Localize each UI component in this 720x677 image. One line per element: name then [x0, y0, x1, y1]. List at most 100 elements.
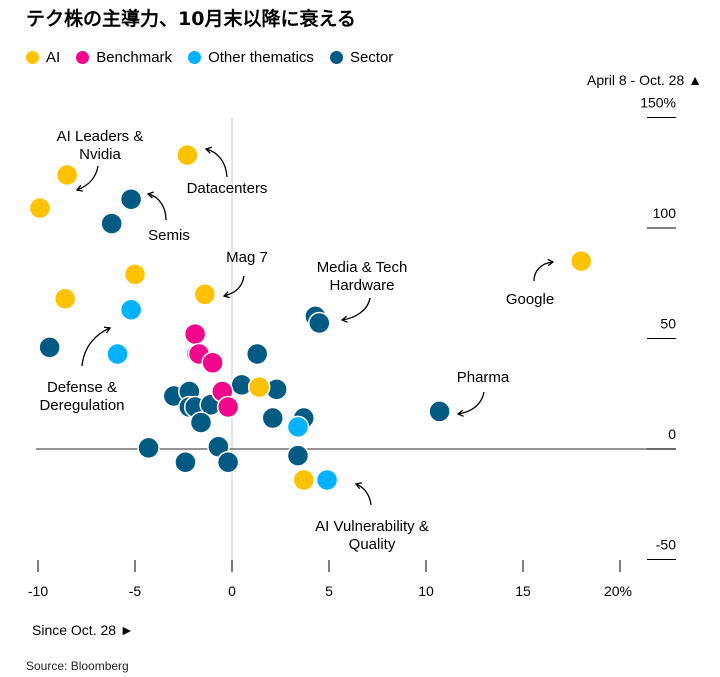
- legend-item-ai: AI: [26, 49, 60, 66]
- legend-swatch-benchmark: [76, 51, 90, 64]
- data-point: [245, 342, 269, 366]
- annotation-label: Quality: [349, 536, 396, 553]
- series-ai: [28, 143, 593, 492]
- legend-label: AI: [46, 49, 61, 66]
- arrowhead-icon: [354, 482, 363, 490]
- data-point: [428, 400, 451, 423]
- annotation-arrow: [355, 483, 372, 506]
- x-axis-label: Since Oct. 28 ►: [32, 622, 134, 638]
- x-tick-label: -5: [129, 583, 142, 599]
- data-point: [216, 451, 240, 474]
- data-point: [123, 263, 147, 286]
- data-point: [176, 143, 199, 167]
- annotation-label: Semis: [148, 227, 190, 244]
- data-point: [247, 375, 271, 399]
- x-tick-label: 10: [418, 583, 434, 599]
- legend-swatch-other-thematics: [188, 51, 202, 64]
- y-tick-label: -50: [656, 537, 676, 553]
- annotation: Datacenters: [187, 146, 268, 197]
- x-tick-label: 0: [228, 583, 236, 599]
- arrowhead-icon: [146, 191, 154, 199]
- x-tick-label: 5: [325, 583, 333, 599]
- series-sector: [38, 188, 451, 474]
- x-tick-label: 20%: [604, 583, 632, 599]
- annotation: Semis: [146, 191, 190, 244]
- annotation-arrow: [533, 261, 554, 282]
- data-point: [308, 311, 331, 335]
- annotation: Google: [506, 258, 555, 308]
- legend-label: Benchmark: [96, 49, 173, 66]
- annotation-label: Datacenters: [187, 180, 268, 197]
- data-point: [201, 351, 224, 375]
- series-benchmark: [183, 322, 240, 419]
- data-point: [286, 444, 310, 467]
- data-point: [119, 188, 143, 211]
- annotation-label: Pharma: [457, 369, 510, 386]
- data-point: [38, 336, 61, 359]
- data-point: [216, 395, 240, 419]
- data-point: [53, 287, 77, 310]
- annotation: Mag 7: [222, 249, 268, 299]
- annotation-arrow: [223, 275, 245, 297]
- y-tick-label: 150%: [640, 95, 676, 111]
- data-point: [174, 451, 197, 474]
- legend-label: Other thematics: [208, 49, 314, 66]
- data-point: [292, 468, 316, 492]
- annotation: AI Vulnerability &Quality: [315, 482, 429, 553]
- annotation: AI Leaders &Nvidia: [57, 128, 144, 192]
- chart-title: テク株の主導力、10月末以降に衰える: [26, 8, 356, 30]
- data-point: [106, 342, 129, 366]
- y-tick-label: 0: [668, 426, 676, 442]
- legend: AI Benchmark Other thematics Sector: [26, 49, 393, 66]
- data-point: [137, 436, 160, 460]
- annotation-label: Defense &: [47, 379, 117, 396]
- annotation-label: Nvidia: [79, 146, 121, 163]
- arrowhead-icon: [75, 184, 84, 192]
- annotation-label: Hardware: [329, 277, 394, 294]
- arrowhead-icon: [547, 258, 555, 267]
- source-note: Source: Bloomberg: [26, 659, 129, 673]
- legend-item-benchmark: Benchmark: [76, 49, 172, 66]
- data-point: [286, 415, 310, 439]
- annotation: Pharma: [456, 369, 510, 417]
- x-tick-label: 15: [515, 583, 531, 599]
- annotation-arrow: [76, 165, 99, 191]
- data-point: [315, 468, 339, 492]
- arrowhead-icon: [204, 146, 212, 154]
- arrowhead-icon: [340, 315, 348, 323]
- arrowhead-icon: [456, 409, 464, 417]
- y-tick-label: 50: [660, 316, 676, 332]
- x-tick-label: -10: [28, 583, 48, 599]
- arrowhead-icon: [222, 291, 230, 299]
- legend-item-sector: Sector: [329, 49, 394, 66]
- data-point: [119, 298, 143, 322]
- annotation-label: Media & Tech: [317, 259, 408, 276]
- annotation-arrow: [205, 148, 228, 178]
- data-point: [28, 196, 52, 220]
- annotation-label: Google: [506, 291, 554, 308]
- legend-item-other-thematics: Other thematics: [188, 49, 314, 66]
- arrowhead-icon: [103, 326, 112, 334]
- annotation-label: Mag 7: [226, 249, 268, 266]
- legend-label: Sector: [349, 49, 394, 66]
- annotation: Defense &Deregulation: [39, 326, 125, 414]
- annotation-arrow: [341, 297, 371, 321]
- annotation-label: Deregulation: [39, 397, 124, 414]
- legend-swatch-sector: [329, 51, 343, 64]
- data-point: [183, 322, 207, 346]
- y-tick-label: 100: [653, 205, 677, 221]
- annotation-arrow: [457, 391, 485, 415]
- legend-swatch-ai: [26, 51, 39, 64]
- data-point: [100, 212, 123, 235]
- annotation-arrow: [147, 193, 167, 221]
- annotation-arrow: [81, 327, 111, 367]
- data-point: [55, 163, 79, 187]
- y-axis-label: April 8 - Oct. 28 ▲: [586, 72, 702, 88]
- data-point: [189, 411, 213, 434]
- annotation-label: AI Vulnerability &: [315, 518, 429, 535]
- annotation-label: AI Leaders &: [57, 128, 144, 145]
- series-other-thematics: [106, 298, 339, 492]
